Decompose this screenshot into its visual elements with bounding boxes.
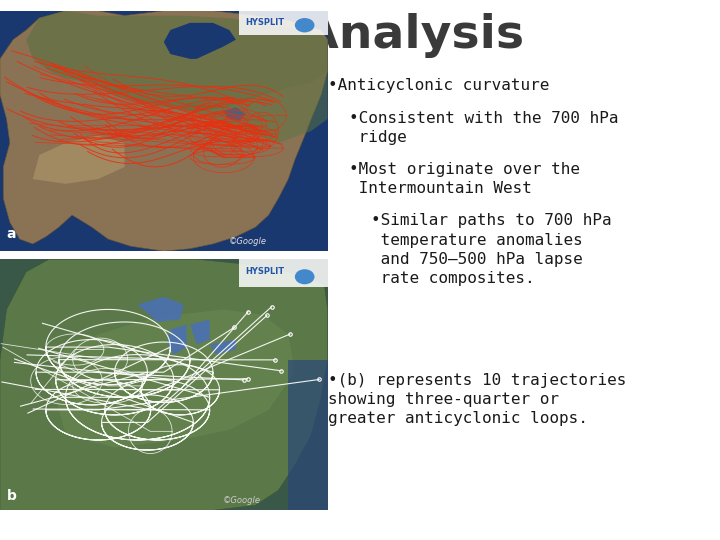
Polygon shape xyxy=(26,11,328,112)
Text: •(b) represents 10 trajectories
showing three-quarter or
greater anticyclonic lo: •(b) represents 10 trajectories showing … xyxy=(328,373,626,426)
Text: b: b xyxy=(6,489,17,503)
Polygon shape xyxy=(222,107,246,122)
Polygon shape xyxy=(180,71,328,143)
Text: HYSPLIT: HYSPLIT xyxy=(246,267,285,276)
Polygon shape xyxy=(49,309,295,448)
Text: •Consistent with the 700 hPa
 ridge: •Consistent with the 700 hPa ridge xyxy=(349,111,618,145)
Text: •Most originate over the
 Intermountain West: •Most originate over the Intermountain W… xyxy=(349,162,580,196)
Circle shape xyxy=(295,269,315,284)
Text: ©Google: ©Google xyxy=(222,496,261,505)
Polygon shape xyxy=(33,136,125,184)
Text: ©Google: ©Google xyxy=(229,237,267,246)
Polygon shape xyxy=(138,297,184,322)
Text: •Anticyclonic curvature: •Anticyclonic curvature xyxy=(328,78,549,93)
Polygon shape xyxy=(0,11,328,251)
Polygon shape xyxy=(0,259,328,510)
Bar xyxy=(239,11,328,35)
Text: HYSPLIT: HYSPLIT xyxy=(246,18,285,27)
Polygon shape xyxy=(164,23,236,59)
Circle shape xyxy=(295,18,315,32)
Text: a: a xyxy=(6,227,16,241)
Bar xyxy=(288,360,328,510)
Bar xyxy=(239,259,328,287)
Text: Trajectory Analysis: Trajectory Analysis xyxy=(18,14,524,58)
Polygon shape xyxy=(167,325,186,355)
Polygon shape xyxy=(210,340,236,355)
Text: •Similar paths to 700 hPa
 temperature anomalies
 and 750–500 hPa lapse
 rate co: •Similar paths to 700 hPa temperature an… xyxy=(371,213,611,286)
Polygon shape xyxy=(190,320,210,345)
